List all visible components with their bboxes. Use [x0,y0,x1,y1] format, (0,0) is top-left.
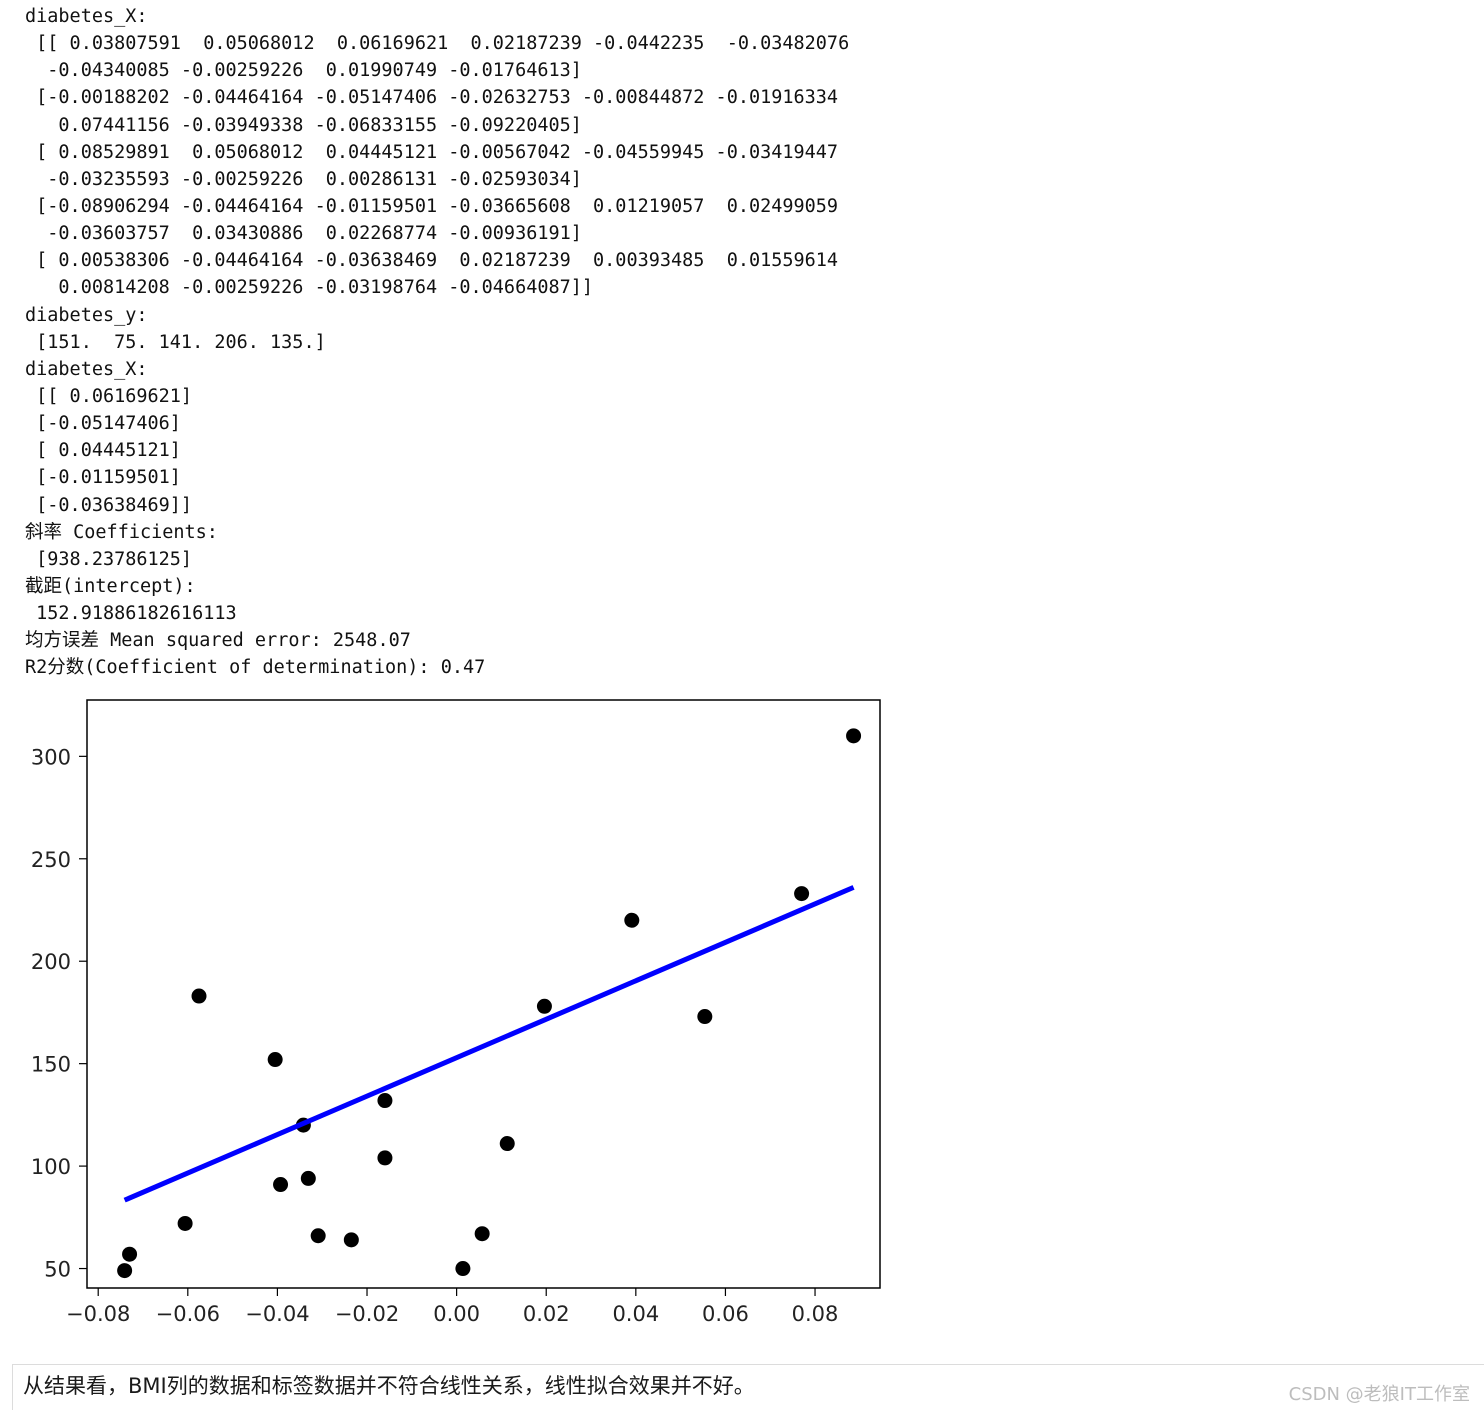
data-point [267,1052,283,1068]
data-point [697,1009,713,1025]
x-tick-label: −0.04 [245,1302,309,1326]
console-line: diabetes_X: [25,358,148,380]
data-point [794,886,810,902]
divider [12,1364,1484,1365]
data-point [499,1136,515,1152]
console-line: -0.03235593 -0.00259226 0.00286131 -0.02… [25,168,582,190]
x-tick-label: 0.06 [702,1302,749,1326]
console-line: [ 0.00538306 -0.04464164 -0.03638469 0.0… [25,250,839,272]
console-line: [-0.00188202 -0.04464164 -0.05147406 -0.… [25,87,839,109]
data-point [300,1170,316,1186]
data-point [122,1246,138,1262]
x-tick-label: 0.08 [792,1302,839,1326]
x-tick-label: −0.06 [156,1302,220,1326]
console-line: [-0.03638469]] [25,494,193,516]
console-line: [ 0.04445121] [25,440,181,462]
data-point [191,988,207,1004]
console-line: 0.07441156 -0.03949338 -0.06833155 -0.09… [25,114,582,136]
console-line: [-0.08906294 -0.04464164 -0.01159501 -0.… [25,195,839,217]
data-point [117,1263,133,1279]
data-point [310,1228,326,1244]
console-line: [ 0.08529891 0.05068012 0.04445121 -0.00… [25,141,839,163]
data-point [343,1232,359,1248]
console-line: 斜率 Coefficients: [25,521,218,543]
plot-frame [86,699,881,1289]
x-tick-label: −0.02 [335,1302,399,1326]
data-point [474,1226,490,1242]
y-tick-label: 250 [31,848,71,872]
x-tick-label: 0.00 [433,1302,480,1326]
console-line: 均方误差 Mean squared error: 2548.07 [25,630,411,652]
console-line: 0.00814208 -0.00259226 -0.03198764 -0.04… [25,277,594,299]
data-point [273,1177,289,1193]
console-line: [151. 75. 141. 206. 135.] [25,331,326,353]
y-tick-label: 150 [31,1053,71,1077]
watermark: CSDN @老狼IT工作室 [1288,1384,1470,1405]
x-tick-label: 0.04 [612,1302,659,1326]
y-tick-label: 200 [31,950,71,974]
console-line: [938.23786125] [25,548,193,570]
console-line: [-0.05147406] [25,413,181,435]
conclusion-text: 从结果看，BMI列的数据和标签数据并不符合线性关系，线性拟合效果并不好。 [23,1374,755,1398]
console-line: [-0.01159501] [25,467,181,489]
y-tick-label: 50 [44,1258,71,1282]
console-line: 截距(intercept): [25,575,196,597]
console-output: diabetes_X: [[ 0.03807591 0.05068012 0.0… [25,3,849,682]
console-line: [[ 0.06169621] [25,385,193,407]
scatter-plot: −0.08 −0.06 −0.04 −0.02 0.00 0.02 0.04 0.06 0.08… [31,699,881,1326]
data-point [624,912,640,928]
console-line: -0.03603757 0.03430886 0.02268774 -0.009… [25,223,582,245]
data-point [846,728,862,744]
divider-vertical [12,1364,13,1410]
data-point [177,1215,193,1231]
data-point [455,1261,471,1277]
console-line: diabetes_y: [25,304,148,326]
data-point [377,1093,393,1109]
console-line: diabetes_X: [25,6,148,27]
console-line: 152.91886182616113 [25,603,237,625]
console-line: R2分数(Coefficient of determination): 0.47 [25,657,486,679]
x-tick-label: 0.02 [523,1302,570,1326]
data-point [536,998,552,1014]
data-point [377,1150,393,1166]
regression-line [123,885,855,1203]
x-tick-label: −0.08 [66,1302,130,1326]
y-tick-label: 100 [31,1155,71,1179]
y-tick-label: 300 [31,745,71,769]
console-line: [[ 0.03807591 0.05068012 0.06169621 0.02… [25,33,850,55]
console-line: -0.04340085 -0.00259226 0.01990749 -0.01… [25,60,582,82]
